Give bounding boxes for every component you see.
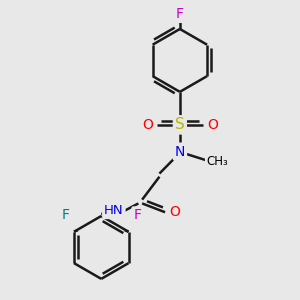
Text: F: F [134,208,141,222]
Text: S: S [175,117,185,132]
Text: O: O [170,205,181,219]
Text: F: F [176,7,184,21]
Text: F: F [61,208,69,222]
Text: O: O [142,118,153,132]
Text: N: N [175,145,185,159]
Text: CH₃: CH₃ [207,155,229,168]
Text: HN: HN [104,204,124,217]
Text: O: O [207,118,218,132]
